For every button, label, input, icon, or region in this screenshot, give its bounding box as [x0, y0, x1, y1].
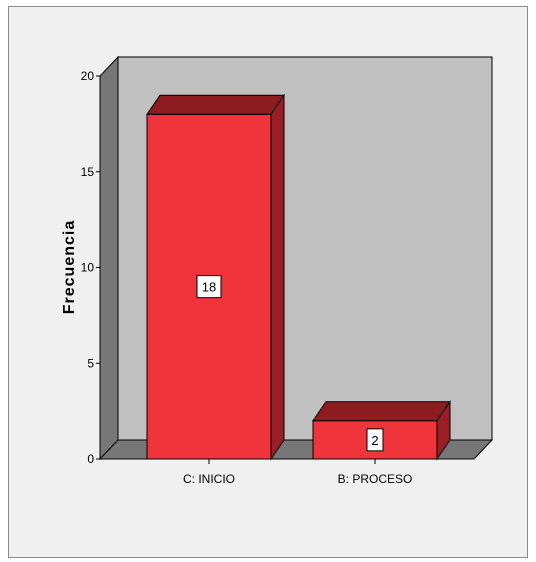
data-label-box: [196, 275, 222, 299]
data-label-box: [366, 428, 384, 452]
x-tick-label: C: INICIO: [183, 472, 235, 486]
bar: 18: [146, 93, 285, 461]
bar-top: [312, 401, 451, 422]
y-tick-label: 0: [87, 452, 94, 466]
y-tick-label: 20: [81, 69, 95, 83]
x-axis-labels: C: INICIO B: PROCESO: [183, 459, 412, 486]
side-wall: [99, 55, 119, 461]
bar-top: [146, 94, 285, 115]
y-tick-label: 15: [81, 165, 95, 179]
bar-side: [270, 93, 285, 461]
bars: 18 2: [146, 93, 451, 461]
data-label: 2: [371, 433, 378, 448]
bar: 2: [312, 400, 451, 461]
y-axis: 0 5 10 15 20: [81, 69, 100, 466]
x-tick-label: B: PROCESO: [338, 472, 413, 486]
y-tick-label: 10: [81, 261, 95, 275]
y-axis-title: Frecuencia: [61, 220, 78, 314]
bar-side: [436, 400, 451, 461]
data-label: 18: [202, 280, 216, 295]
y-tick-label: 5: [87, 356, 94, 370]
